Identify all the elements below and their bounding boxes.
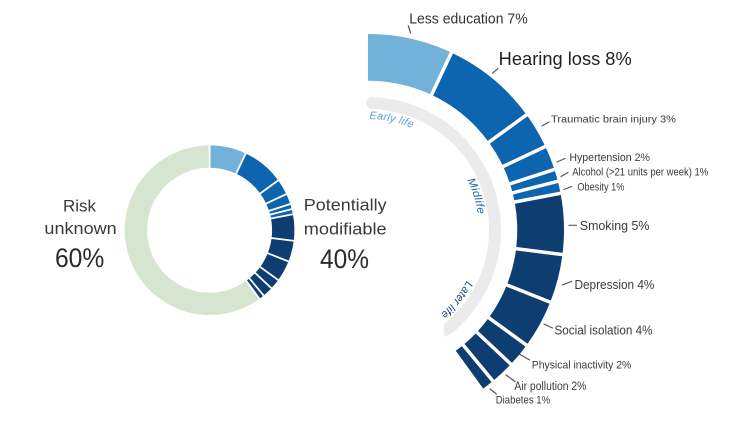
svg-text:60%: 60% xyxy=(55,243,104,273)
svg-text:unknown: unknown xyxy=(44,220,116,238)
svg-text:Alcohol (>21 units per week) 1: Alcohol (>21 units per week) 1% xyxy=(572,167,708,179)
svg-text:Less education 7%: Less education 7% xyxy=(409,11,528,28)
svg-text:Traumatic brain injury 3%: Traumatic brain injury 3% xyxy=(551,114,676,126)
svg-text:Obesity 1%: Obesity 1% xyxy=(577,182,624,194)
svg-text:Social isolation 4%: Social isolation 4% xyxy=(555,322,653,337)
svg-text:Diabetes 1%: Diabetes 1% xyxy=(496,395,551,407)
svg-text:Risk: Risk xyxy=(63,198,97,216)
svg-text:40%: 40% xyxy=(320,244,369,274)
svg-text:Physical inactivity 2%: Physical inactivity 2% xyxy=(532,360,632,372)
svg-text:Potentially: Potentially xyxy=(304,197,388,215)
svg-text:Smoking 5%: Smoking 5% xyxy=(580,218,650,233)
svg-text:Hearing loss 8%: Hearing loss 8% xyxy=(499,49,632,69)
svg-text:modifiable: modifiable xyxy=(304,221,387,239)
svg-text:Depression 4%: Depression 4% xyxy=(575,277,655,292)
svg-text:Air pollution 2%: Air pollution 2% xyxy=(514,381,586,393)
svg-text:Hypertension 2%: Hypertension 2% xyxy=(569,152,650,164)
